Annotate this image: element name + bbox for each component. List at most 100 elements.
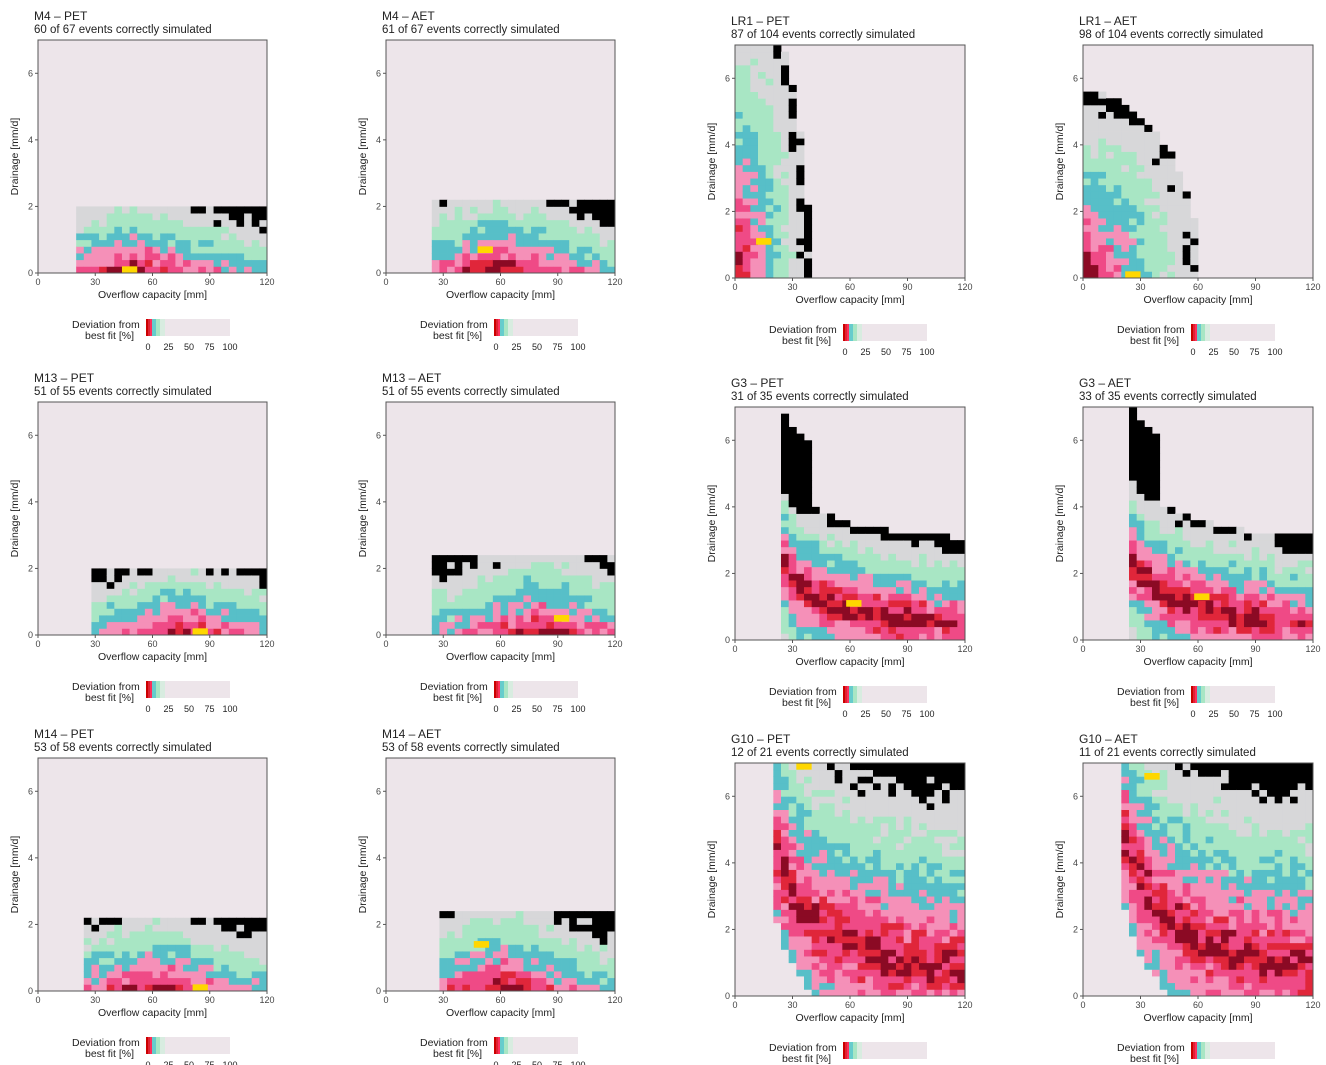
heatmap-cell: [888, 876, 897, 884]
legend-swatch: [849, 686, 853, 703]
heatmap-cell: [561, 937, 570, 945]
heatmap-cell: [1083, 118, 1092, 126]
heatmap-cell: [1159, 982, 1168, 990]
heatmap-cell: [175, 971, 184, 979]
heatmap-cell: [1282, 600, 1291, 608]
heatmap-cell: [842, 876, 851, 884]
heatmap-cell: [1305, 580, 1314, 588]
heatmap-cell: [1213, 956, 1222, 964]
heatmap-cell: [765, 118, 774, 126]
heatmap-cell: [91, 964, 100, 972]
heatmap-cell: [91, 931, 100, 939]
heatmap-cells: [83, 917, 268, 992]
heatmap-cell: [765, 104, 774, 112]
heatmap-cell: [1175, 909, 1184, 917]
heatmap-cell: [259, 219, 268, 227]
heatmap-cell: [469, 206, 478, 214]
heatmap-cell: [469, 575, 478, 583]
heatmap-cell: [431, 568, 440, 576]
heatmap-cell: [1129, 526, 1138, 534]
heatmap-cell: [205, 917, 214, 925]
heatmap-cell: [942, 942, 951, 950]
heatmap-cell: [865, 916, 874, 924]
heatmap-cell: [1244, 573, 1253, 581]
heatmap-cell: [1221, 902, 1230, 910]
heatmap-cell: [431, 555, 440, 563]
heatmap-cell: [523, 588, 532, 596]
heatmap-cell: [811, 540, 820, 548]
heatmap-cell: [850, 789, 859, 797]
heatmap-cell: [1198, 520, 1207, 528]
heatmap-cell: [1167, 184, 1176, 192]
heatmap-cell: [896, 916, 905, 924]
heatmap-cell: [934, 829, 943, 837]
heatmap-cell: [926, 553, 935, 561]
heatmap-cell: [99, 595, 108, 603]
heatmap-cell: [919, 989, 928, 997]
legend-swatch: [146, 319, 148, 336]
heatmap-cell: [850, 782, 859, 791]
heatmap-cell: [137, 575, 146, 583]
heatmap-cell: [462, 561, 471, 569]
heatmap-cell: [183, 951, 192, 959]
heatmap-cell: [850, 849, 859, 857]
heatmap-cell: [515, 917, 524, 925]
heatmap-cell: [804, 936, 813, 944]
heatmap-cell: [781, 620, 790, 628]
heatmap-cell: [942, 782, 951, 791]
heatmap-cell: [911, 829, 920, 837]
heatmap-cell: [160, 937, 169, 945]
heatmap-cell: [592, 233, 601, 241]
heatmap-cell: [1152, 909, 1161, 917]
heatmap-cell: [121, 944, 130, 952]
heatmap-cell: [137, 246, 146, 254]
heatmap-cell: [1083, 244, 1092, 252]
heatmap-cell: [1144, 191, 1153, 199]
heatmap-cell: [175, 588, 184, 596]
heatmap-cell: [106, 917, 115, 925]
heatmap-cell: [175, 957, 184, 965]
heatmap-cell: [781, 124, 790, 132]
heatmap-cell: [1129, 889, 1138, 897]
heatmap-cell: [531, 615, 540, 623]
heatmap-cell: [576, 219, 585, 227]
heatmap-cell: [1182, 949, 1191, 957]
heatmap-cell: [1083, 171, 1092, 179]
heatmap-cell: [500, 924, 509, 932]
heatmap-cell: [919, 822, 928, 830]
heatmap-cell: [850, 526, 859, 534]
heatmap-cell: [244, 924, 253, 932]
x-tick-label: 120: [957, 282, 972, 292]
heatmap-cell: [1282, 626, 1291, 634]
heatmap-cell: [477, 601, 486, 609]
heatmap-cell: [819, 829, 828, 837]
heatmap-cell: [592, 588, 601, 596]
heatmap-cell: [1167, 224, 1176, 232]
heatmap-cell: [1129, 553, 1138, 561]
heatmap-cell: [903, 560, 912, 568]
y-tick-label: 6: [28, 68, 33, 78]
heatmap-cell: [553, 964, 562, 972]
heatmap-cell: [106, 259, 115, 267]
heatmap-cell: [1121, 802, 1130, 810]
heatmap-cell: [228, 977, 237, 985]
heatmap-cell: [804, 829, 813, 837]
heatmap-cell: [1236, 889, 1245, 897]
heatmap-cell: [1129, 433, 1138, 441]
heatmap-cell: [1144, 882, 1153, 890]
heatmap-cell: [160, 253, 169, 261]
heatmap-cell: [765, 191, 774, 199]
heatmap-cell: [121, 588, 130, 596]
heatmap-cell: [1136, 433, 1145, 441]
heatmap-cell: [1129, 258, 1138, 266]
heatmap-cell: [205, 239, 214, 247]
heatmap-cell: [857, 789, 866, 797]
heatmap-cell: [1144, 573, 1153, 581]
heatmap-cell: [942, 546, 951, 554]
heatmap-cell: [1182, 244, 1191, 252]
heatmap-cell: [750, 264, 759, 272]
heatmap-cell: [1213, 763, 1222, 771]
heatmap-cell: [942, 796, 951, 804]
heatmap-cell: [1144, 446, 1153, 454]
